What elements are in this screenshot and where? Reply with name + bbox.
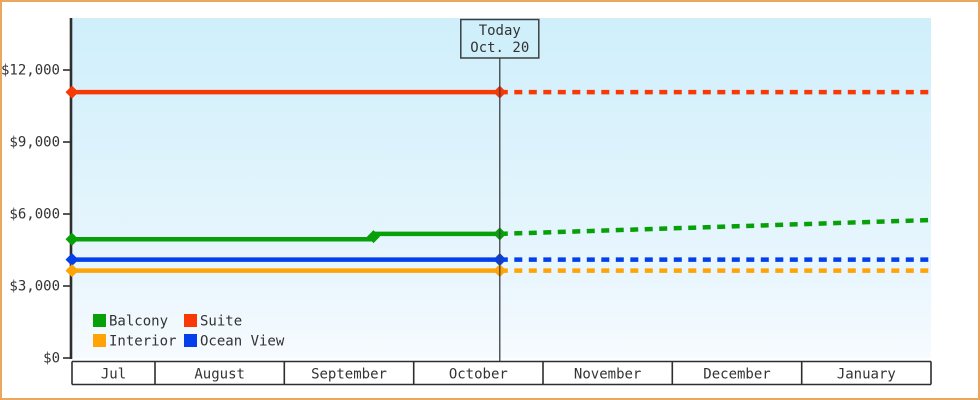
series-marker-balcony — [65, 232, 79, 246]
today-label-line1: Today — [479, 23, 521, 39]
month-label-jul: Jul — [101, 367, 126, 383]
month-label-august: August — [194, 367, 245, 383]
series-marker-ocean-view — [65, 253, 79, 267]
x-axis-months: Jul August September October November Decembe… — [71, 360, 932, 386]
y-axis: $12,000 $9,000 $6,000 $3,000 $0 — [2, 63, 71, 367]
plot-area — [69, 18, 931, 359]
y-axis-tick-label: $0 — [43, 351, 60, 367]
legend-label-interior: Interior — [109, 334, 176, 350]
series-marker-balcony — [367, 230, 381, 244]
month-label-october: October — [449, 367, 508, 383]
series-marker-suite — [65, 85, 79, 99]
legend-label-suite: Suite — [200, 314, 242, 330]
today-layer: Today Oct. 20 — [460, 18, 540, 362]
plot-background — [72, 18, 931, 358]
legend-swatch-interior — [93, 334, 106, 347]
legend: Balcony Suite Interior Ocean View — [93, 314, 285, 350]
month-label-december: December — [703, 367, 770, 383]
month-label-january: January — [837, 367, 896, 383]
legend-swatch-ocean-view — [184, 334, 197, 347]
legend-label-ocean-view: Ocean View — [200, 334, 285, 350]
y-axis-tick-label: $9,000 — [9, 135, 60, 151]
legend-label-balcony: Balcony — [109, 314, 168, 330]
month-label-november: November — [574, 367, 641, 383]
month-label-september: September — [311, 367, 387, 383]
legend-swatch-suite — [184, 314, 197, 327]
today-label-line2: Oct. 20 — [470, 40, 529, 56]
y-axis-tick-label: $12,000 — [2, 63, 60, 79]
y-axis-tick-label: $6,000 — [9, 207, 60, 223]
today-box — [460, 18, 540, 59]
legend-swatch-balcony — [93, 314, 106, 327]
series-marker-interior — [65, 264, 79, 278]
series-layer — [65, 85, 932, 278]
y-axis-tick-label: $3,000 — [9, 279, 60, 295]
